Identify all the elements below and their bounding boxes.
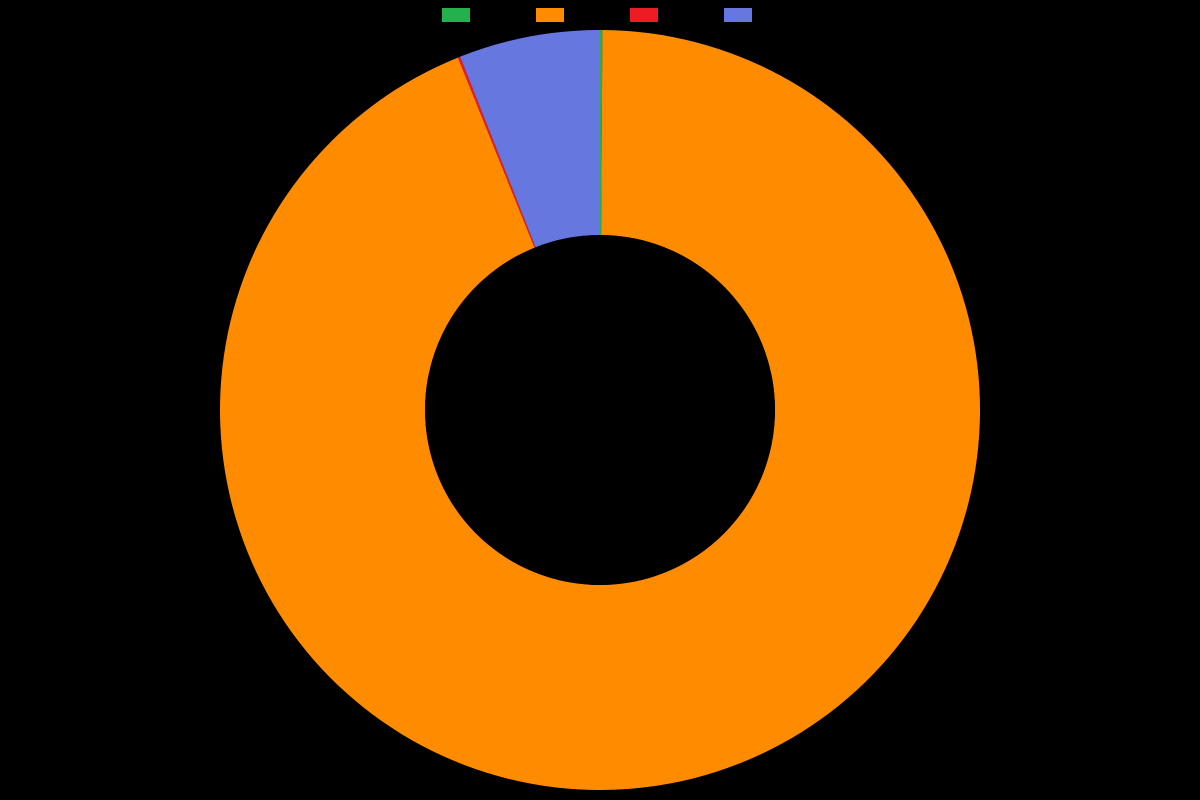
donut-hole <box>425 235 775 585</box>
donut-chart <box>0 20 1200 800</box>
chart-stage <box>0 0 1200 800</box>
donut-svg <box>0 20 1200 800</box>
